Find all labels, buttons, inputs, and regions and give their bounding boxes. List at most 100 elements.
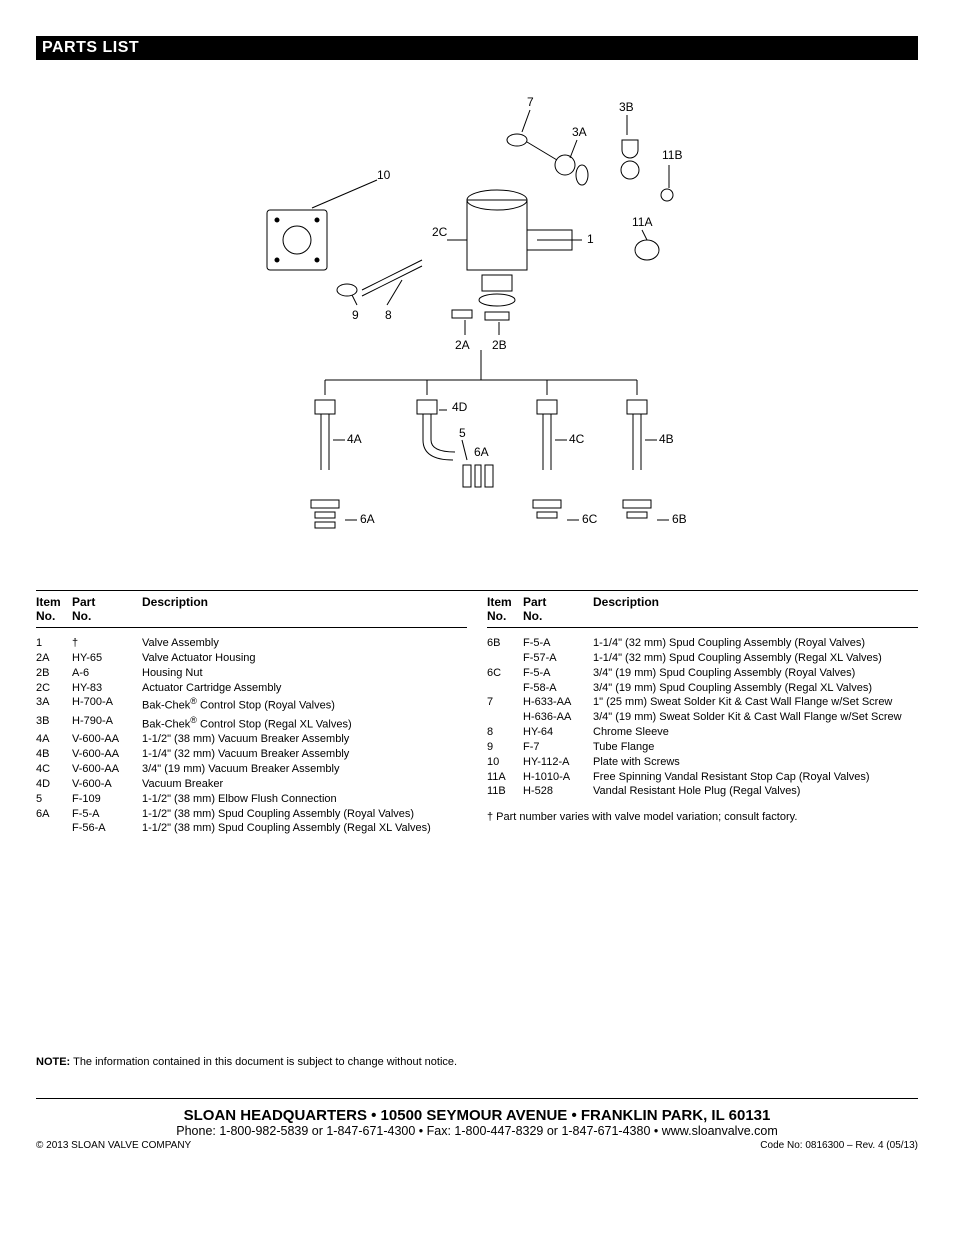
cell-part: F-5-A: [72, 807, 142, 822]
cell-desc: Tube Flange: [593, 740, 918, 755]
table-row: H-636-AA3/4" (19 mm) Sweat Solder Kit & …: [487, 710, 918, 725]
cell-item: 4D: [36, 777, 72, 792]
diagram-container: 7 3B 3A 11B 10 2C 1 11A 9 8 2A 2B 4D 4A …: [36, 70, 918, 570]
parts-table-left: ItemNo. PartNo. Description 1†Valve Asse…: [36, 595, 467, 836]
table-row: 10HY-112-APlate with Screws: [487, 755, 918, 770]
cell-desc: 1-1/2" (38 mm) Elbow Flush Connection: [142, 792, 467, 807]
cell-item: 1: [36, 636, 72, 651]
cell-part: F-58-A: [523, 681, 593, 696]
parts-tables: ItemNo. PartNo. Description 1†Valve Asse…: [36, 590, 918, 836]
cell-desc: 1-1/2" (38 mm) Spud Coupling Assembly (R…: [142, 821, 467, 836]
footnote: † Part number varies with valve model va…: [487, 811, 918, 823]
cell-desc: 1-1/4" (32 mm) Spud Coupling Assembly (R…: [593, 636, 918, 651]
cell-item: 6C: [487, 666, 523, 681]
table-header: ItemNo. PartNo. Description: [487, 595, 918, 628]
cell-desc: 3/4" (19 mm) Spud Coupling Assembly (Roy…: [593, 666, 918, 681]
cell-item: 6B: [487, 636, 523, 651]
cell-desc: Actuator Cartridge Assembly: [142, 681, 467, 696]
cell-desc: Chrome Sleeve: [593, 725, 918, 740]
table-row: F-57-A1-1/4" (32 mm) Spud Coupling Assem…: [487, 651, 918, 666]
cell-desc: Free Spinning Vandal Resistant Stop Cap …: [593, 770, 918, 785]
table-row: 11AH-1010-AFree Spinning Vandal Resistan…: [487, 770, 918, 785]
table-row: 4DV-600-AVacuum Breaker: [36, 777, 467, 792]
note-line: NOTE: The information contained in this …: [36, 1056, 918, 1068]
cell-part: V-600-A: [72, 777, 142, 792]
table-row: 1†Valve Assembly: [36, 636, 467, 651]
cell-desc: 1-1/4" (32 mm) Vacuum Breaker Assembly: [142, 747, 467, 762]
cell-item: 2B: [36, 666, 72, 681]
table-row: 6AF-5-A1-1/2" (38 mm) Spud Coupling Asse…: [36, 807, 467, 822]
cell-item: 4C: [36, 762, 72, 777]
diagram-label: 4A: [347, 432, 362, 446]
diagram-label: 10: [377, 168, 390, 182]
footer-hq: SLOAN HEADQUARTERS • 10500 SEYMOUR AVENU…: [36, 1107, 918, 1124]
diagram-label: 11B: [662, 148, 682, 162]
diagram-label: 2A: [455, 338, 470, 352]
diagram-label: 6A: [360, 512, 375, 526]
cell-desc: 3/4" (19 mm) Vacuum Breaker Assembly: [142, 762, 467, 777]
cell-item: 4A: [36, 732, 72, 747]
table-row: 2AHY-65Valve Actuator Housing: [36, 651, 467, 666]
table-row: 6CF-5-A3/4" (19 mm) Spud Coupling Assemb…: [487, 666, 918, 681]
diagram-label: 4D: [452, 400, 467, 414]
table-row: 2BA-6Housing Nut: [36, 666, 467, 681]
cell-item: 10: [487, 755, 523, 770]
cell-part: H-1010-A: [523, 770, 593, 785]
page-title-bar: PARTS LIST: [36, 36, 918, 60]
diagram-label: 4B: [659, 432, 674, 446]
note-text: The information contained in this docume…: [73, 1056, 457, 1068]
exploded-diagram: 7 3B 3A 11B 10 2C 1 11A 9 8 2A 2B 4D 4A …: [227, 80, 727, 560]
diagram-label: 2C: [432, 225, 447, 239]
cell-part: HY-65: [72, 651, 142, 666]
table-row: 11BH-528Vandal Resistant Hole Plug (Rega…: [487, 784, 918, 799]
cell-item: 2A: [36, 651, 72, 666]
cell-part: H-700-A: [72, 695, 142, 714]
diagram-label: 8: [385, 308, 392, 322]
cell-item: [487, 710, 523, 725]
cell-part: V-600-AA: [72, 747, 142, 762]
cell-item: 2C: [36, 681, 72, 696]
cell-item: 3B: [36, 714, 72, 733]
table-row: 3BH-790-ABak-Chek® Control Stop (Regal X…: [36, 714, 467, 733]
diagram-label: 3A: [572, 125, 587, 139]
cell-desc: 1" (25 mm) Sweat Solder Kit & Cast Wall …: [593, 695, 918, 710]
table-row: F-56-A1-1/2" (38 mm) Spud Coupling Assem…: [36, 821, 467, 836]
cell-item: 4B: [36, 747, 72, 762]
cell-desc: Plate with Screws: [593, 755, 918, 770]
header-desc: Description: [142, 595, 467, 623]
table-row: 2CHY-83Actuator Cartridge Assembly: [36, 681, 467, 696]
cell-item: 7: [487, 695, 523, 710]
cell-desc: 1-1/2" (38 mm) Vacuum Breaker Assembly: [142, 732, 467, 747]
cell-desc: Vandal Resistant Hole Plug (Regal Valves…: [593, 784, 918, 799]
header-part: PartNo.: [523, 595, 593, 623]
cell-desc: Bak-Chek® Control Stop (Regal XL Valves): [142, 714, 467, 733]
cell-desc: 1-1/2" (38 mm) Spud Coupling Assembly (R…: [142, 807, 467, 822]
cell-part: F-109: [72, 792, 142, 807]
cell-part: F-5-A: [523, 636, 593, 651]
footer-code: Code No: 0816300 – Rev. 4 (05/13): [760, 1140, 918, 1151]
header-part: PartNo.: [72, 595, 142, 623]
cell-item: [487, 681, 523, 696]
header-item: ItemNo.: [487, 595, 523, 623]
diagram-label: 9: [352, 308, 359, 322]
cell-part: V-600-AA: [72, 762, 142, 777]
cell-part: A-6: [72, 666, 142, 681]
cell-part: F-5-A: [523, 666, 593, 681]
footer-copyright: © 2013 SLOAN VALVE COMPANY: [36, 1140, 191, 1151]
cell-part: HY-83: [72, 681, 142, 696]
cell-part: H-790-A: [72, 714, 142, 733]
header-desc: Description: [593, 595, 918, 623]
cell-desc: 1-1/4" (32 mm) Spud Coupling Assembly (R…: [593, 651, 918, 666]
cell-item: 6A: [36, 807, 72, 822]
cell-desc: 3/4" (19 mm) Spud Coupling Assembly (Reg…: [593, 681, 918, 696]
cell-part: †: [72, 636, 142, 651]
diagram-label: 6C: [582, 512, 597, 526]
table-row: 5F-1091-1/2" (38 mm) Elbow Flush Connect…: [36, 792, 467, 807]
parts-table-right: ItemNo. PartNo. Description 6BF-5-A1-1/4…: [487, 595, 918, 836]
diagram-label: 6B: [672, 512, 687, 526]
table-header: ItemNo. PartNo. Description: [36, 595, 467, 628]
footer-contact: Phone: 1-800-982-5839 or 1-847-671-4300 …: [36, 1124, 918, 1138]
cell-item: [487, 651, 523, 666]
cell-desc: Housing Nut: [142, 666, 467, 681]
table-row: 7H-633-AA1" (25 mm) Sweat Solder Kit & C…: [487, 695, 918, 710]
